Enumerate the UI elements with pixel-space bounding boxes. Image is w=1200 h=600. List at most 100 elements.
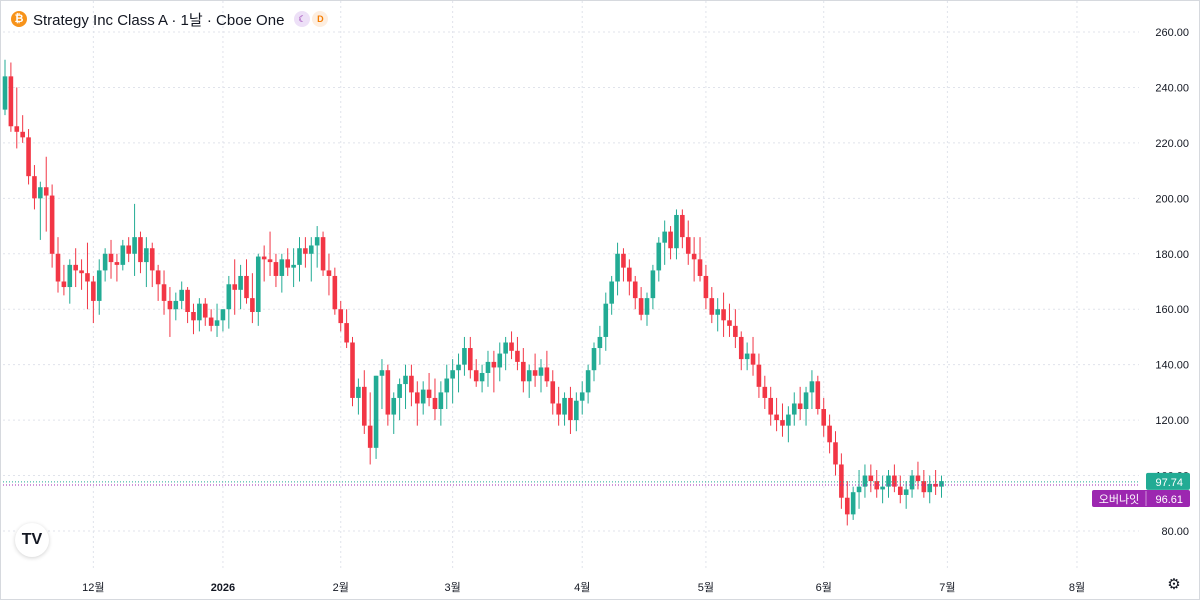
candle bbox=[138, 231, 143, 274]
candle bbox=[291, 248, 296, 288]
candle bbox=[491, 350, 497, 393]
gear-icon[interactable]: ⚙ bbox=[1167, 576, 1181, 593]
candle bbox=[762, 375, 768, 410]
candle bbox=[197, 298, 202, 332]
candle-body bbox=[585, 370, 591, 393]
candle-body bbox=[149, 248, 155, 271]
candle bbox=[721, 292, 726, 337]
candle bbox=[108, 239, 114, 279]
candle bbox=[656, 237, 662, 282]
candle bbox=[697, 237, 703, 282]
candle bbox=[892, 464, 897, 493]
candle bbox=[385, 364, 391, 426]
candle-body bbox=[603, 303, 609, 337]
candle bbox=[880, 475, 885, 504]
candle-body bbox=[579, 392, 585, 401]
candle bbox=[668, 226, 673, 260]
candle-body bbox=[426, 389, 432, 398]
candle-body bbox=[361, 386, 367, 426]
candle bbox=[662, 220, 667, 265]
candle bbox=[96, 259, 102, 315]
candle-body bbox=[674, 214, 679, 249]
symbol-title[interactable]: Strategy Inc Class A · 1날 · Cboe One bbox=[33, 11, 285, 29]
candle-body bbox=[161, 284, 167, 301]
candle-body bbox=[909, 475, 915, 490]
overnight-price-tag[interactable]: 오버나잇 96.61 bbox=[1092, 489, 1190, 507]
candle bbox=[768, 386, 773, 426]
delayed-data-badge[interactable]: D bbox=[312, 11, 329, 27]
tradingview-logo-icon[interactable]: TV bbox=[15, 523, 49, 557]
candle bbox=[361, 370, 367, 434]
candle-body bbox=[409, 375, 414, 393]
candle-body bbox=[244, 275, 249, 299]
candle-body bbox=[685, 237, 691, 254]
candle-body bbox=[797, 403, 803, 410]
candle-body bbox=[179, 289, 184, 301]
candle-body bbox=[856, 486, 862, 493]
candle bbox=[627, 259, 632, 296]
candle-body bbox=[261, 256, 267, 260]
candle-body bbox=[491, 361, 497, 368]
candle bbox=[780, 403, 785, 437]
price-lines bbox=[3, 481, 1139, 486]
candle bbox=[727, 303, 732, 337]
candle-body bbox=[809, 381, 815, 393]
candle bbox=[927, 475, 933, 504]
candle-body bbox=[232, 284, 238, 290]
candle bbox=[32, 165, 37, 210]
candle-body bbox=[727, 320, 732, 326]
candle bbox=[214, 303, 220, 337]
last-price-tag[interactable]: 97.74 bbox=[1146, 472, 1190, 490]
candle-body bbox=[285, 259, 291, 268]
candle-body bbox=[786, 414, 791, 426]
candle-body bbox=[79, 270, 84, 274]
candle-body bbox=[721, 309, 726, 321]
candle bbox=[803, 386, 809, 426]
candle-body bbox=[43, 187, 49, 196]
candle bbox=[232, 259, 238, 315]
y-tick-label: 120.00 bbox=[1155, 415, 1189, 427]
candle bbox=[244, 259, 249, 304]
candle bbox=[185, 287, 190, 324]
candle-body bbox=[644, 298, 650, 315]
candle-body bbox=[20, 131, 25, 138]
x-tick-label: 3월 bbox=[445, 581, 461, 594]
candle bbox=[509, 331, 514, 360]
candle bbox=[632, 275, 638, 310]
candle-body bbox=[444, 378, 450, 393]
candle-body bbox=[833, 442, 838, 465]
candle-body bbox=[49, 195, 55, 254]
candle-body bbox=[126, 245, 131, 254]
candle bbox=[202, 298, 208, 326]
moon-icon[interactable]: ☾ bbox=[294, 11, 311, 27]
candle bbox=[267, 231, 273, 276]
candle bbox=[809, 370, 815, 410]
candle-body bbox=[821, 409, 827, 426]
candle-body bbox=[927, 483, 933, 493]
candle bbox=[597, 325, 603, 365]
candle bbox=[73, 248, 78, 288]
candle-body bbox=[344, 323, 349, 343]
candle-body bbox=[303, 248, 308, 254]
candle-body bbox=[91, 281, 96, 301]
bitcoin-icon: ₿ bbox=[11, 11, 27, 27]
candle bbox=[261, 245, 267, 282]
candle bbox=[426, 372, 432, 407]
candle-body bbox=[403, 375, 408, 385]
grid-lines bbox=[3, 1, 1139, 569]
x-tick-label: 2월 bbox=[333, 581, 349, 594]
candle-body bbox=[373, 375, 379, 448]
candle bbox=[250, 273, 255, 324]
candle bbox=[786, 406, 791, 443]
candle bbox=[373, 375, 379, 459]
overnight-label: 오버나잇 bbox=[1099, 493, 1139, 506]
x-tick-label: 12월 bbox=[82, 581, 104, 594]
candle bbox=[8, 62, 14, 132]
candle-body bbox=[827, 425, 832, 443]
candle bbox=[733, 309, 738, 349]
candle bbox=[479, 364, 485, 393]
candle-body bbox=[379, 370, 385, 376]
candle-body bbox=[532, 370, 538, 376]
